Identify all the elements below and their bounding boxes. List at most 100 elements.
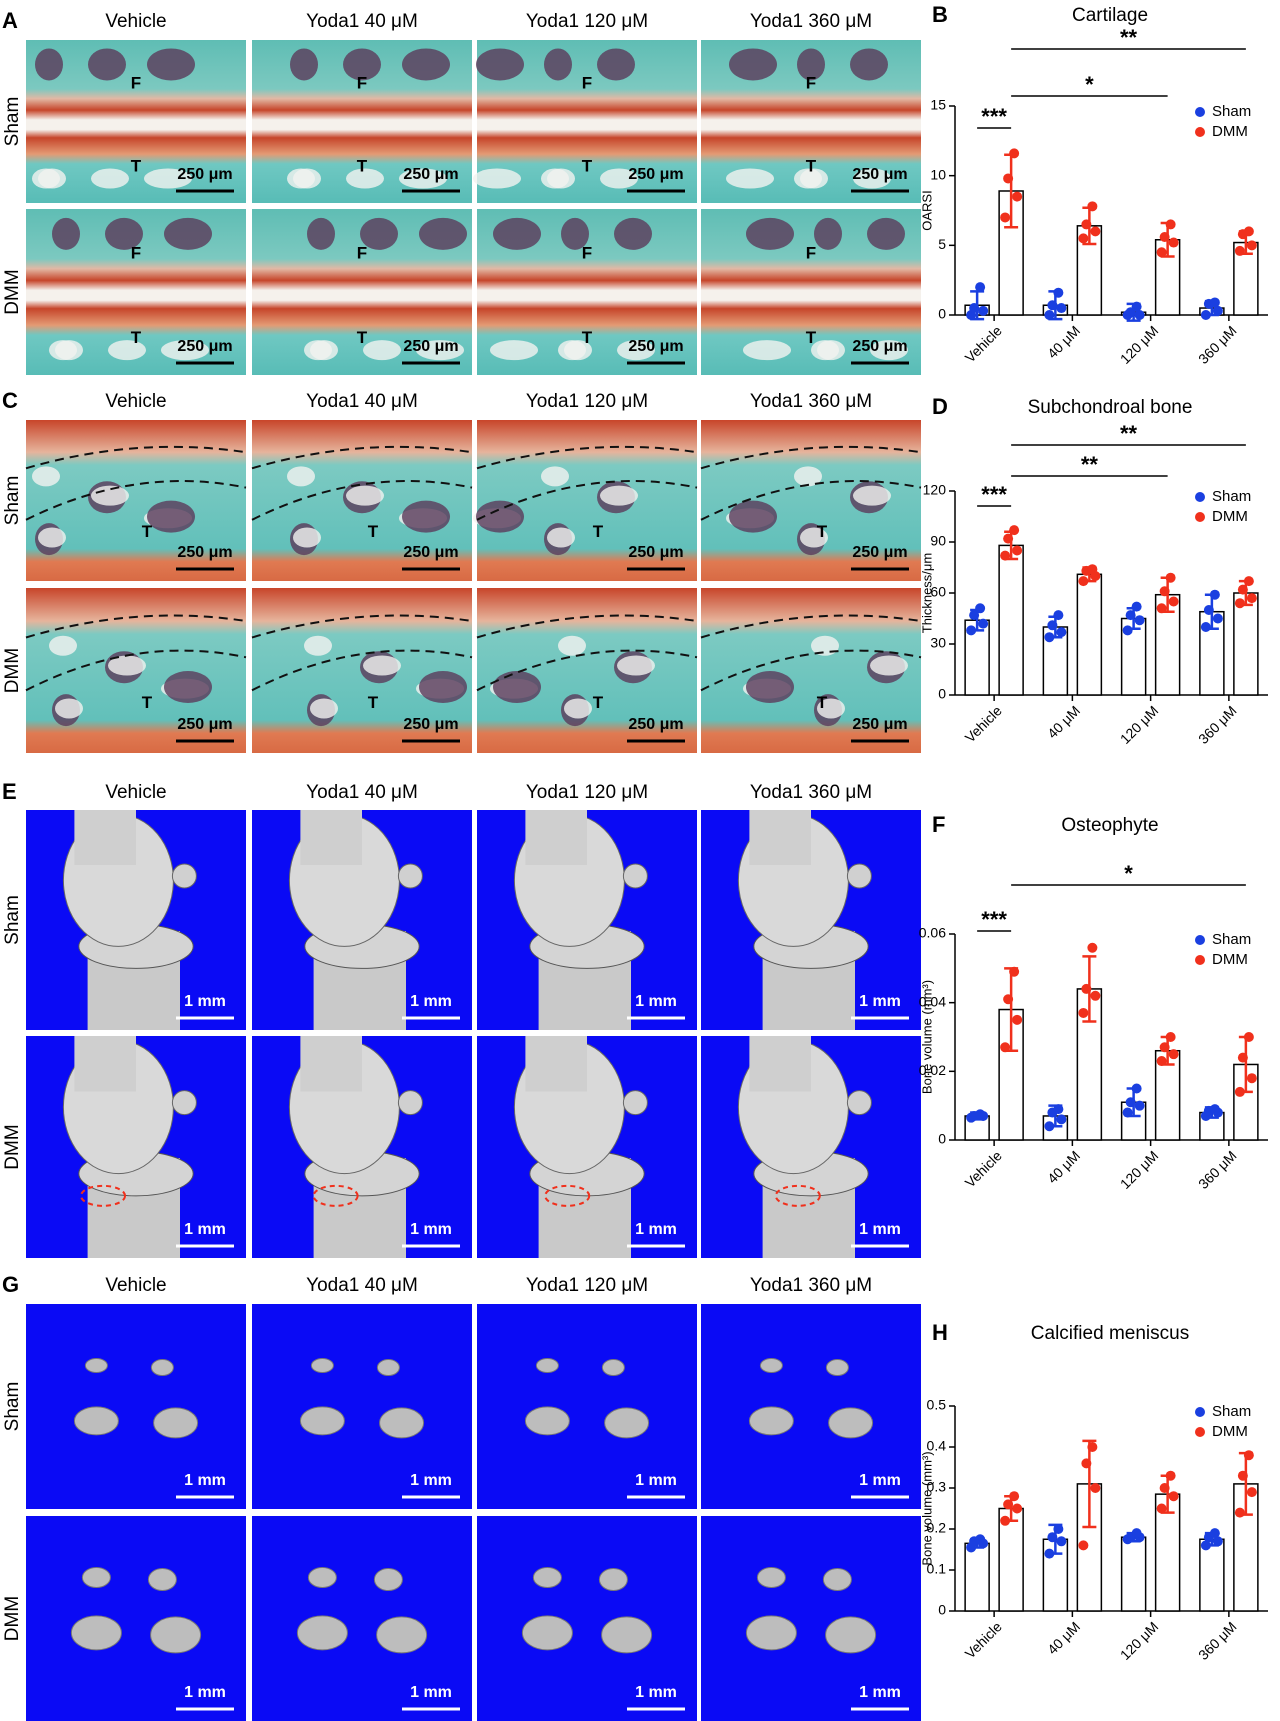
legend-marker xyxy=(1195,107,1205,117)
ct-image xyxy=(26,1304,246,1509)
data-point xyxy=(1125,1097,1136,1108)
image-cell: 1 mm xyxy=(701,1036,921,1258)
data-point xyxy=(1156,1503,1167,1514)
tissue-label: T xyxy=(817,693,828,712)
meniscus xyxy=(825,1359,849,1377)
scale-bar-label: 1 mm xyxy=(410,1684,452,1701)
y-axis-label: Thickness/μm xyxy=(919,553,934,633)
legend-marker xyxy=(1195,512,1205,522)
image-cell: 1 mm xyxy=(701,810,921,1030)
y-tick-label: 30 xyxy=(930,635,946,651)
data-point xyxy=(1212,613,1223,624)
marrow xyxy=(55,698,83,719)
data-point xyxy=(1047,300,1058,311)
legend-label: DMM xyxy=(1212,1423,1248,1440)
x-tick-label: 40 μM xyxy=(1044,702,1083,741)
meniscus xyxy=(759,1358,783,1373)
image-cell: 1 mm xyxy=(477,1516,697,1721)
patella xyxy=(397,863,423,889)
meniscus xyxy=(756,1567,786,1588)
data-point xyxy=(1081,1458,1092,1469)
marrow xyxy=(108,340,146,361)
data-point xyxy=(1122,1107,1133,1118)
dashed-boundary xyxy=(476,445,698,470)
marrow xyxy=(91,168,129,189)
meniscus xyxy=(153,1407,199,1439)
tissue-label: T xyxy=(593,693,604,712)
marrow xyxy=(161,340,209,361)
ct-image xyxy=(477,1304,697,1509)
x-tick-label: 360 μM xyxy=(1195,1147,1240,1192)
meniscus xyxy=(532,1567,562,1588)
marrow xyxy=(817,340,845,361)
image-cell: F T 250 μm xyxy=(26,209,246,375)
legend-label: Sham xyxy=(1212,103,1251,120)
column-header: Yoda1 40 μM xyxy=(306,11,418,32)
data-point xyxy=(1159,586,1170,597)
data-point xyxy=(975,282,986,293)
dashed-boundary xyxy=(476,649,698,692)
data-point xyxy=(1081,983,1092,994)
data-point xyxy=(1053,287,1064,298)
marrow xyxy=(597,48,635,81)
meniscus xyxy=(296,1615,348,1651)
data-point xyxy=(1246,1487,1257,1498)
marrow xyxy=(304,635,332,656)
dashed-boundary xyxy=(25,480,247,521)
x-tick-label: Vehicle xyxy=(962,322,1005,365)
marrow xyxy=(794,466,822,487)
y-tick-label: 0.04 xyxy=(919,993,946,1009)
marrow xyxy=(493,217,541,250)
y-tick-label: 0.2 xyxy=(927,1520,947,1536)
marrow xyxy=(541,466,569,487)
panel-letter: F xyxy=(932,812,945,837)
data-point xyxy=(1209,297,1220,308)
data-point xyxy=(1090,1483,1101,1493)
image-cell: F T 250 μm xyxy=(26,40,246,203)
marrow xyxy=(561,217,589,250)
column-header: Yoda1 360 μM xyxy=(750,391,872,412)
femur-shaft xyxy=(749,1036,811,1092)
data-point xyxy=(1078,1540,1089,1551)
tissue-label: T xyxy=(806,328,817,347)
data-point xyxy=(1209,1528,1220,1539)
meniscus xyxy=(535,1358,559,1373)
marrow xyxy=(402,48,450,81)
marrow xyxy=(490,340,538,361)
scale-bar-label: 250 μm xyxy=(628,338,683,355)
chart-title: Subchondroal bone xyxy=(1028,397,1193,418)
row-label: DMM xyxy=(2,648,23,693)
meniscus xyxy=(70,1615,122,1651)
marrow xyxy=(547,527,575,548)
marrow xyxy=(32,466,60,487)
scale-bar-label: 1 mm xyxy=(859,1472,901,1489)
scale-bar-label: 1 mm xyxy=(410,993,452,1010)
data-point xyxy=(1087,942,1098,953)
marrow xyxy=(363,655,401,676)
y-axis-label: Bone volume (mm³) xyxy=(919,980,934,1094)
x-tick-label: 40 μM xyxy=(1044,1147,1083,1186)
scale-bar-label: 250 μm xyxy=(852,544,907,561)
significance-label: * xyxy=(1124,861,1133,886)
row-label: Sham xyxy=(2,476,23,526)
ct-image xyxy=(477,1516,697,1721)
marrow xyxy=(800,168,828,189)
meniscus xyxy=(376,1359,400,1377)
scale-bar-label: 250 μm xyxy=(403,338,458,355)
meniscus xyxy=(825,1616,877,1654)
marrow xyxy=(346,485,384,506)
dashed-boundary xyxy=(251,445,473,470)
meniscus xyxy=(150,1359,174,1377)
tissue-label: T xyxy=(582,328,593,347)
data-point xyxy=(1209,1104,1220,1115)
scale-bar-label: 250 μm xyxy=(628,716,683,733)
data-point xyxy=(1168,596,1179,607)
marrow xyxy=(473,168,521,189)
scale-bar-label: 1 mm xyxy=(184,1221,226,1238)
data-point xyxy=(1159,1042,1170,1053)
marrow xyxy=(547,168,575,189)
marrow xyxy=(564,698,592,719)
marrow xyxy=(743,340,791,361)
data-point xyxy=(1056,303,1067,314)
bar xyxy=(1199,1538,1225,1612)
